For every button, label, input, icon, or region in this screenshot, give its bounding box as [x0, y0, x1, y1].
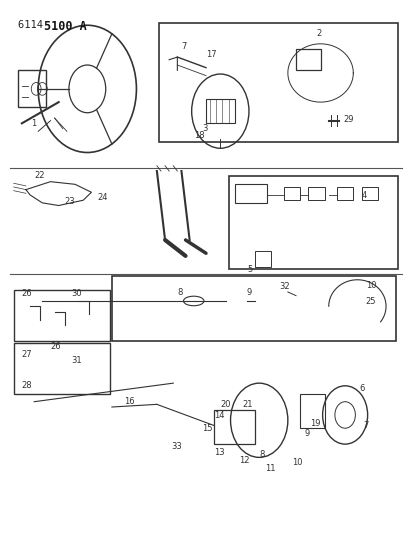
Text: 16: 16 — [124, 398, 135, 406]
Text: 29: 29 — [343, 115, 353, 124]
Text: 9: 9 — [304, 429, 309, 438]
Text: 31: 31 — [71, 356, 82, 365]
Bar — [14, 290, 110, 341]
Text: 2: 2 — [316, 29, 322, 38]
Text: 6114: 6114 — [18, 20, 49, 30]
Text: 26: 26 — [22, 289, 33, 297]
Text: 7: 7 — [363, 421, 369, 430]
Bar — [296, 49, 321, 70]
Bar — [255, 251, 272, 266]
Text: 14: 14 — [214, 410, 225, 419]
Bar — [159, 22, 398, 142]
Bar — [112, 276, 396, 341]
Bar — [284, 187, 300, 200]
Text: 5100 A: 5100 A — [44, 20, 87, 33]
Text: 4: 4 — [361, 191, 367, 199]
Text: 27: 27 — [22, 350, 33, 359]
Text: 10: 10 — [365, 281, 376, 290]
Text: 24: 24 — [98, 193, 108, 202]
Text: 8: 8 — [259, 450, 265, 459]
Bar — [214, 410, 255, 444]
Bar — [337, 187, 353, 200]
Text: 23: 23 — [65, 197, 75, 206]
Bar — [235, 184, 267, 203]
Text: 26: 26 — [51, 342, 61, 351]
Text: 28: 28 — [22, 382, 33, 391]
Text: 30: 30 — [71, 289, 82, 297]
Text: 18: 18 — [194, 131, 204, 140]
Text: 33: 33 — [171, 442, 182, 451]
Text: 25: 25 — [365, 297, 376, 305]
Bar — [229, 176, 398, 269]
Text: 11: 11 — [265, 464, 276, 473]
Text: 6: 6 — [359, 384, 365, 393]
Bar — [308, 187, 325, 200]
Text: 22: 22 — [34, 172, 44, 181]
Text: 20: 20 — [220, 400, 231, 409]
Bar — [300, 394, 325, 428]
Text: 15: 15 — [202, 424, 213, 433]
Bar — [361, 187, 378, 200]
Text: 19: 19 — [310, 418, 321, 427]
Bar — [14, 343, 110, 394]
Text: 7: 7 — [181, 42, 187, 51]
Text: 10: 10 — [292, 458, 302, 467]
Text: 9: 9 — [247, 288, 252, 296]
Text: 13: 13 — [214, 448, 225, 457]
Text: 8: 8 — [177, 288, 183, 296]
Text: 17: 17 — [206, 50, 217, 59]
Text: 3: 3 — [202, 124, 207, 133]
Text: 1: 1 — [31, 119, 37, 128]
Text: 21: 21 — [243, 400, 253, 409]
Text: 12: 12 — [239, 456, 249, 465]
Text: 5: 5 — [247, 265, 252, 274]
Bar — [206, 100, 235, 123]
Text: 32: 32 — [280, 282, 290, 291]
